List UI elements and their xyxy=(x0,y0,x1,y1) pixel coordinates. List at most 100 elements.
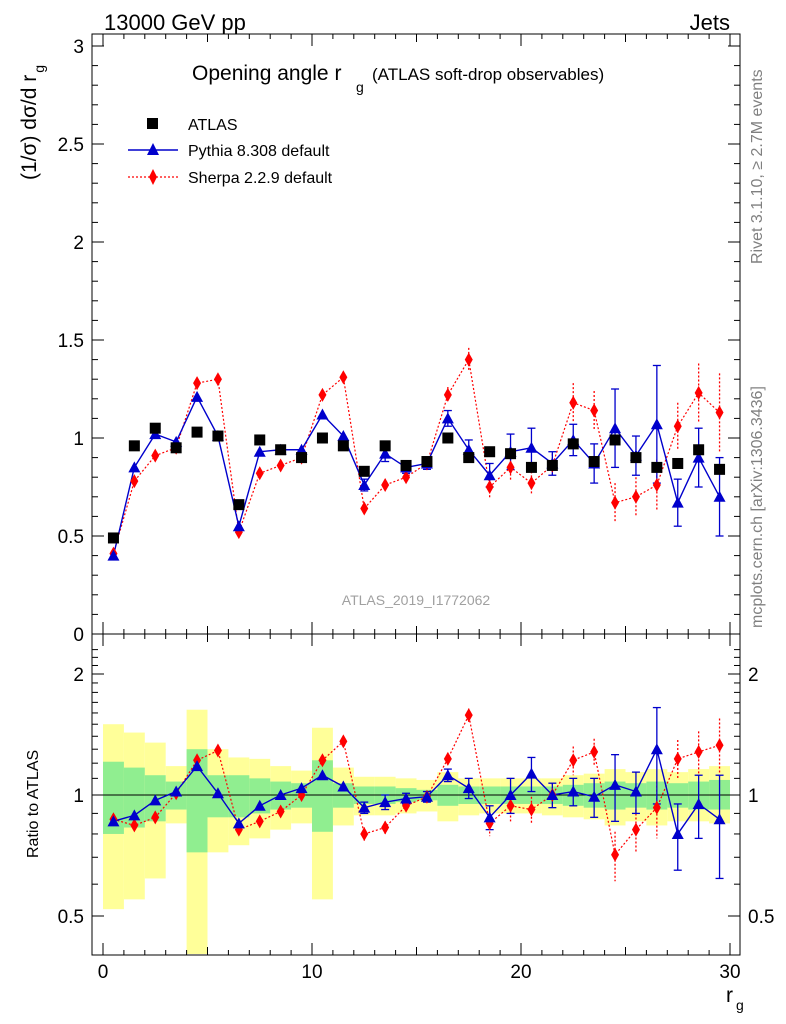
pythia-point xyxy=(337,430,350,442)
atlas-point xyxy=(463,452,475,464)
pythia-ratio-point xyxy=(337,780,350,792)
axis-ticks xyxy=(92,34,740,955)
pythia-ratio-point xyxy=(358,801,371,813)
sherpa-point xyxy=(360,501,369,516)
main-ytick-label: 0.5 xyxy=(58,527,84,548)
ratio-ytick-label-left: 0.5 xyxy=(58,907,84,928)
main-ytick-label: 2.5 xyxy=(58,135,84,156)
pythia-ratio-point xyxy=(462,782,475,794)
sherpa-point xyxy=(381,478,390,493)
sherpa-point xyxy=(590,403,599,418)
sherpa-point xyxy=(694,385,703,400)
pythia-ratio-point xyxy=(692,797,705,809)
sherpa-ratio-line xyxy=(113,713,720,857)
atlas-point xyxy=(588,456,600,468)
atlas-point xyxy=(379,440,391,452)
sherpa-point xyxy=(715,405,724,420)
xtick-label: 10 xyxy=(301,962,322,983)
sherpa-point xyxy=(276,458,285,473)
sherpa-ratio-point xyxy=(590,744,599,759)
sherpa-ratio-point xyxy=(527,802,536,817)
pythia-line xyxy=(112,395,721,556)
atlas-point xyxy=(651,461,663,473)
atlas-point xyxy=(316,432,328,444)
title-extra: (ATLAS soft-drop observables) xyxy=(372,65,604,84)
legend-atlas-label: ATLAS xyxy=(188,117,238,134)
sherpa-point xyxy=(151,448,160,463)
pythia-ratio-point xyxy=(609,778,622,790)
band-green xyxy=(186,749,208,853)
pythia-ratio-point xyxy=(671,827,684,839)
sherpa-ratio-point xyxy=(673,751,682,766)
pythia-ratio-point xyxy=(713,813,726,825)
band-green xyxy=(123,767,145,828)
pythia-ratio-point xyxy=(232,817,245,829)
pythia-ratio-point xyxy=(400,792,413,804)
atlas-point xyxy=(212,430,224,442)
title-sub: g xyxy=(356,79,364,95)
sherpa-line xyxy=(112,357,720,554)
atlas-point xyxy=(525,461,537,473)
pythia-ratio-point xyxy=(211,787,224,799)
sherpa-ratio-point xyxy=(506,798,515,813)
sherpa-ratio-point xyxy=(464,708,473,723)
jets-label: Jets xyxy=(690,10,730,35)
atlas-point xyxy=(609,434,621,446)
energy-label: 13000 GeV pp xyxy=(104,10,246,35)
pythia-ratio-point xyxy=(295,782,308,794)
sherpa-ratio-point xyxy=(360,826,369,841)
sherpa-point xyxy=(130,474,139,489)
pythia-ratio-point xyxy=(441,769,454,781)
pythia-point xyxy=(295,443,308,455)
atlas-point xyxy=(170,442,182,454)
band-green xyxy=(228,775,250,818)
atlas-point xyxy=(275,444,287,456)
atlas-point xyxy=(358,465,370,477)
pythia-ratio-point xyxy=(128,809,141,821)
legend-pythia-label: Pythia 8.308 default xyxy=(188,143,330,160)
ratio-ytick-label-right: 2 xyxy=(748,665,759,686)
atlas-point xyxy=(442,432,454,444)
sherpa-point xyxy=(631,489,640,504)
sherpa-point xyxy=(527,476,536,491)
pythia-ratio-point xyxy=(650,743,663,755)
main-ytick-label: 0 xyxy=(73,625,84,646)
pythia-ratio-point xyxy=(483,811,496,823)
xlabel-sub: g xyxy=(736,997,744,1013)
xtick-label: 30 xyxy=(719,962,740,983)
ratio-ytick-label-left: 2 xyxy=(73,665,84,686)
main-ytick-label: 3 xyxy=(73,37,84,58)
sherpa-ratio-point xyxy=(276,804,285,819)
sherpa-ratio-point xyxy=(715,738,724,753)
sherpa-point xyxy=(402,470,411,485)
atlas-point xyxy=(107,532,119,544)
atlas-point xyxy=(714,463,726,475)
pythia-ratio-point xyxy=(379,796,392,808)
pythia-point xyxy=(650,418,663,430)
sherpa-ratio-point xyxy=(631,822,640,837)
sherpa-point xyxy=(339,370,348,385)
pythia-ratio-point xyxy=(546,789,559,800)
pythia-point xyxy=(128,461,141,473)
pythia-point xyxy=(107,549,120,561)
sherpa-ratio-point xyxy=(611,847,620,862)
sherpa-point xyxy=(506,460,515,475)
sherpa-ratio-point xyxy=(213,743,222,758)
pythia-point xyxy=(232,520,245,532)
sherpa-point xyxy=(485,480,494,494)
atlas-point xyxy=(296,452,308,464)
atlas-point xyxy=(672,457,684,469)
pythia-point xyxy=(713,490,726,502)
data-series xyxy=(107,347,726,882)
pythia-ratio-point xyxy=(107,815,120,827)
sherpa-ratio-point xyxy=(151,810,160,825)
main-ytick-label: 1.5 xyxy=(58,331,84,352)
legend: ATLAS Pythia 8.308 default Sherpa 2.2.9 … xyxy=(128,117,333,187)
atlas-point xyxy=(149,422,161,434)
pythia-ratio-point xyxy=(149,794,162,806)
atlas-point xyxy=(546,459,558,471)
pythia-ratio-point xyxy=(629,785,642,797)
sherpa-point xyxy=(318,387,327,402)
sherpa-point xyxy=(213,372,222,387)
